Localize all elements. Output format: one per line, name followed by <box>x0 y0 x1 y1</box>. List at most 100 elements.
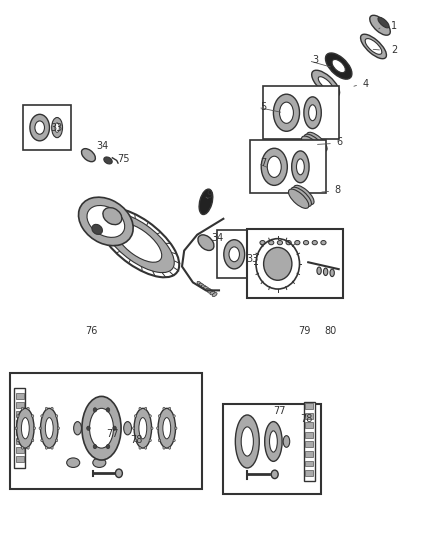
Ellipse shape <box>55 123 59 132</box>
Text: 33: 33 <box>246 254 258 264</box>
Text: 7: 7 <box>260 158 267 168</box>
Text: 33: 33 <box>50 123 62 133</box>
Text: 80: 80 <box>324 326 336 336</box>
Ellipse shape <box>104 157 112 164</box>
Ellipse shape <box>124 422 131 435</box>
Text: 3: 3 <box>313 55 319 64</box>
Ellipse shape <box>93 445 97 449</box>
Ellipse shape <box>378 18 389 28</box>
Ellipse shape <box>92 224 102 235</box>
Ellipse shape <box>57 427 60 430</box>
Ellipse shape <box>51 447 53 449</box>
Ellipse shape <box>116 469 122 478</box>
Text: 2: 2 <box>391 45 397 55</box>
Ellipse shape <box>102 213 174 272</box>
Ellipse shape <box>212 293 217 296</box>
Ellipse shape <box>208 290 213 293</box>
Ellipse shape <box>301 136 322 155</box>
Ellipse shape <box>158 439 160 442</box>
Ellipse shape <box>89 408 113 448</box>
Ellipse shape <box>133 427 135 430</box>
Bar <box>305 470 314 476</box>
Ellipse shape <box>158 408 176 448</box>
Bar <box>305 451 314 457</box>
Bar <box>217 230 267 278</box>
Ellipse shape <box>56 415 58 417</box>
Ellipse shape <box>87 206 125 237</box>
Ellipse shape <box>203 287 208 290</box>
Bar <box>305 403 314 409</box>
Ellipse shape <box>41 415 43 417</box>
Ellipse shape <box>139 407 141 410</box>
Bar <box>16 429 24 434</box>
Ellipse shape <box>198 235 214 251</box>
Ellipse shape <box>115 223 162 262</box>
Bar <box>304 402 315 481</box>
Bar <box>16 438 24 443</box>
Bar <box>262 86 339 139</box>
Bar <box>305 422 314 428</box>
Ellipse shape <box>106 445 110 449</box>
Ellipse shape <box>163 418 171 439</box>
Ellipse shape <box>317 267 321 274</box>
Ellipse shape <box>151 427 153 430</box>
Ellipse shape <box>330 269 334 277</box>
Ellipse shape <box>323 268 328 276</box>
Text: 78: 78 <box>300 414 312 424</box>
Text: 34: 34 <box>96 141 109 151</box>
Ellipse shape <box>139 447 141 449</box>
Ellipse shape <box>279 102 293 123</box>
Ellipse shape <box>273 94 300 131</box>
Ellipse shape <box>81 149 95 161</box>
Ellipse shape <box>286 240 291 245</box>
Ellipse shape <box>249 244 258 265</box>
Bar <box>16 393 24 399</box>
Ellipse shape <box>21 418 29 439</box>
Ellipse shape <box>277 240 283 245</box>
Ellipse shape <box>41 408 58 448</box>
Ellipse shape <box>46 418 53 439</box>
Bar <box>23 105 71 150</box>
Ellipse shape <box>158 415 160 417</box>
Ellipse shape <box>289 189 309 208</box>
Ellipse shape <box>229 247 240 262</box>
Ellipse shape <box>224 240 245 269</box>
Ellipse shape <box>235 415 259 468</box>
Ellipse shape <box>205 288 211 292</box>
Ellipse shape <box>52 117 63 138</box>
Ellipse shape <box>312 240 318 245</box>
Ellipse shape <box>93 408 97 412</box>
Ellipse shape <box>294 185 314 205</box>
Ellipse shape <box>32 439 34 442</box>
Ellipse shape <box>32 415 34 417</box>
Ellipse shape <box>291 187 311 206</box>
Ellipse shape <box>82 397 121 460</box>
Ellipse shape <box>169 407 171 410</box>
Ellipse shape <box>103 208 122 224</box>
Text: 9: 9 <box>206 190 212 200</box>
Ellipse shape <box>304 97 321 128</box>
Ellipse shape <box>46 407 48 410</box>
Ellipse shape <box>201 285 206 288</box>
Ellipse shape <box>173 439 175 442</box>
Ellipse shape <box>113 426 116 430</box>
Ellipse shape <box>149 439 151 442</box>
Ellipse shape <box>33 427 35 430</box>
Bar <box>305 441 314 447</box>
Bar <box>305 432 314 438</box>
Ellipse shape <box>46 447 48 449</box>
Ellipse shape <box>267 156 281 177</box>
Ellipse shape <box>139 418 147 439</box>
Ellipse shape <box>365 38 382 54</box>
Ellipse shape <box>27 447 29 449</box>
Ellipse shape <box>332 60 345 72</box>
Text: 76: 76 <box>85 326 97 336</box>
Ellipse shape <box>370 15 390 35</box>
Ellipse shape <box>261 148 287 185</box>
Ellipse shape <box>134 408 152 448</box>
Ellipse shape <box>30 114 49 141</box>
Ellipse shape <box>41 439 43 442</box>
Ellipse shape <box>15 427 17 430</box>
Bar <box>14 389 25 468</box>
Ellipse shape <box>93 458 106 467</box>
